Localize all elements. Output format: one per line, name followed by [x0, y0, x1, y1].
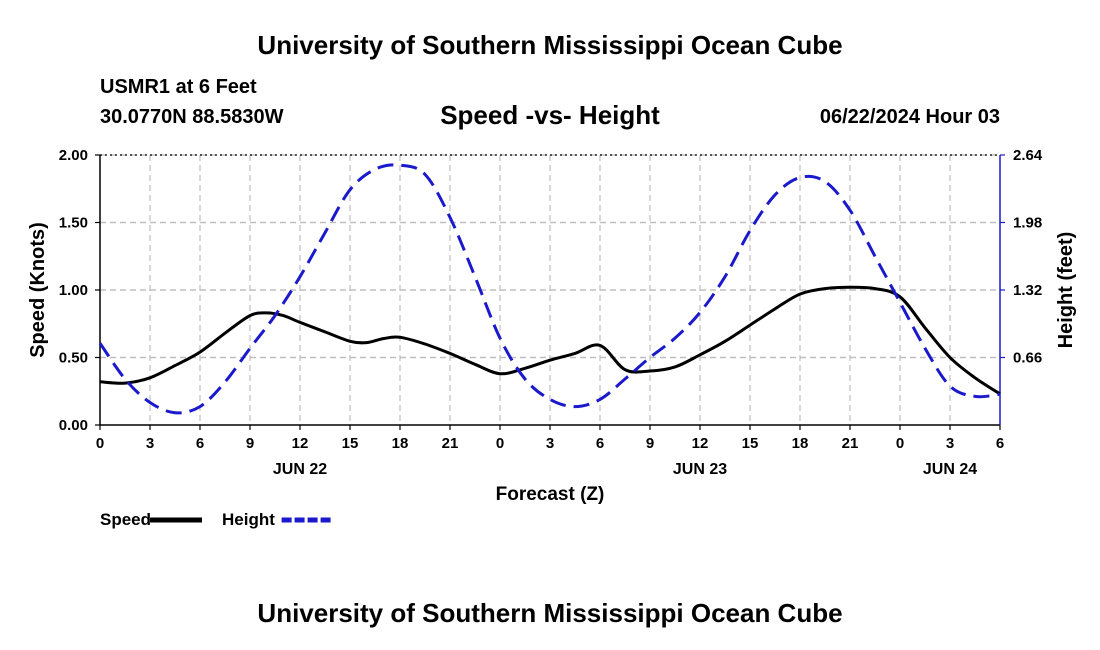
x-tick-label: 18 [392, 435, 409, 452]
footer-title: University of Southern Mississippi Ocean… [257, 598, 843, 628]
x-axis-title: Forecast (Z) [496, 484, 605, 505]
x-tick-label: 6 [596, 435, 604, 452]
x-tick-label: 15 [742, 435, 759, 452]
x-tick-label: 15 [342, 435, 359, 452]
series-line-speed [99, 285, 1001, 396]
x-tick-label: 12 [292, 435, 309, 452]
chart-title: University of Southern Mississippi Ocean… [257, 30, 843, 60]
x-tick-label: 12 [692, 435, 709, 452]
y-tick-label: 0.50 [59, 350, 88, 367]
y-tick-label: 1.50 [59, 215, 88, 232]
y2-tick-label: 0.66 [1013, 350, 1042, 367]
coordinates-label: 30.0770N 88.5830W [100, 106, 284, 128]
x-tick-label: 21 [442, 435, 459, 452]
series-line-height [98, 163, 1001, 415]
x-tick-label: 9 [646, 435, 654, 452]
x-tick-label: 6 [196, 435, 204, 452]
x-tick-label: 9 [246, 435, 254, 452]
station-label: USMR1 at 6 Feet [100, 76, 257, 98]
y-tick-label: 0.00 [59, 417, 88, 434]
chart-subtitle: Speed -vs- Height [440, 100, 660, 130]
forecast-datetime: 06/22/2024 Hour 03 [819, 106, 1000, 128]
x-tick-label: 6 [996, 435, 1004, 452]
y2-tick-label: 1.98 [1013, 215, 1042, 232]
y2-tick-label: 2.64 [1013, 147, 1043, 164]
y2-tick-label: 1.32 [1013, 282, 1042, 299]
x-tick-label: 3 [546, 435, 554, 452]
y-tick-label: 1.00 [59, 282, 88, 299]
x-tick-label: 0 [896, 435, 904, 452]
x-tick-label: 21 [842, 435, 859, 452]
legend-label-speed: Speed [100, 510, 151, 529]
x-date-label: JUN 24 [923, 461, 977, 478]
x-tick-label: 0 [96, 435, 104, 452]
y2-axis-title: Height (feet) [1055, 232, 1077, 349]
x-tick-label: 18 [792, 435, 809, 452]
x-tick-label: 3 [946, 435, 954, 452]
y-axis-title: Speed (Knots) [27, 222, 49, 358]
x-date-label: JUN 23 [673, 461, 727, 478]
legend-label-height: Height [222, 510, 275, 529]
x-tick-label: 3 [146, 435, 154, 452]
x-tick-label: 0 [496, 435, 504, 452]
y-tick-label: 2.00 [59, 147, 88, 164]
x-date-label: JUN 22 [273, 461, 327, 478]
